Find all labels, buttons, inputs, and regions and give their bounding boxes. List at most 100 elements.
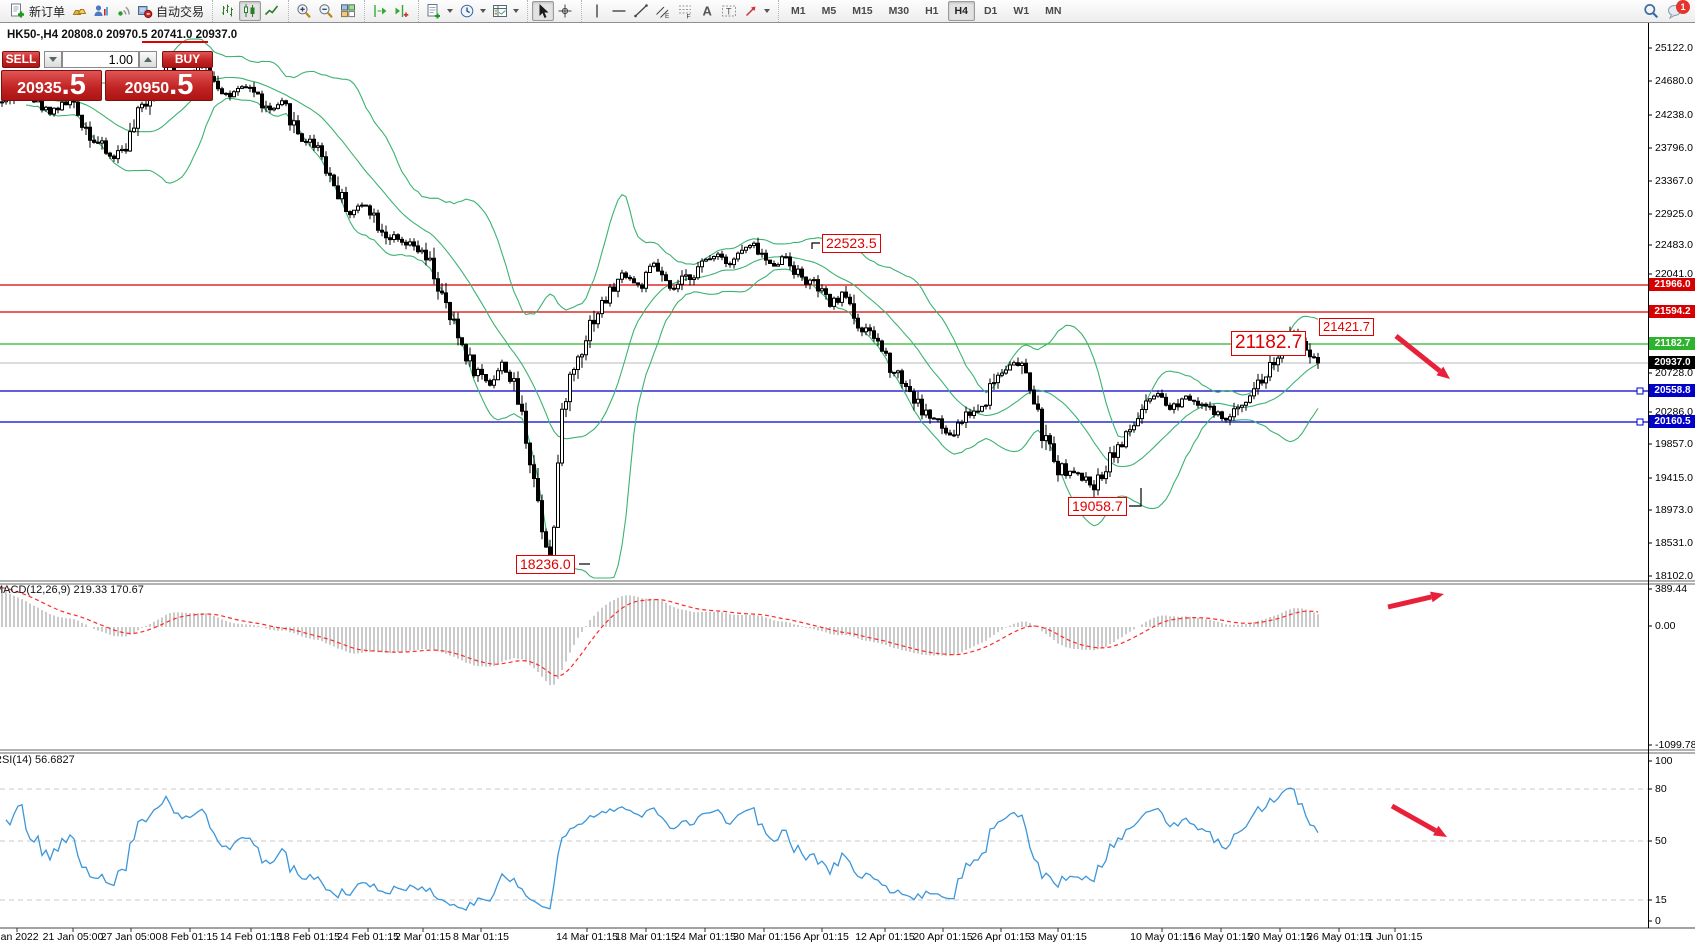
sell-button[interactable]: SELL: [2, 51, 40, 68]
auto-trading-button[interactable]: 自动交易: [134, 1, 207, 21]
timeframe-group: M1 M5 M15 M30 H1 H4 D1 W1 MN: [778, 0, 1073, 22]
zoom-in-icon: [297, 4, 311, 18]
search-icon: [1644, 4, 1659, 19]
trend-arrow: [1387, 591, 1444, 610]
toolbar-group: [418, 0, 526, 22]
toolbar-group: [288, 0, 363, 22]
timeframe-m30[interactable]: M30: [888, 5, 910, 17]
trendline-button[interactable]: [630, 1, 652, 21]
toolbar-right: 1: [1643, 0, 1693, 19]
vline-button[interactable]: [586, 1, 608, 21]
chevron-down-icon[interactable]: [764, 9, 771, 13]
volume-increase-button[interactable]: [139, 51, 157, 68]
trend-arrow: [1394, 334, 1450, 379]
crosshair-icon: [558, 4, 572, 18]
timeframe-m5[interactable]: M5: [821, 5, 837, 17]
new-chart-button[interactable]: [423, 1, 456, 21]
cursor-icon: [539, 4, 549, 18]
new-chart-icon: [427, 4, 441, 19]
hline-button[interactable]: [608, 1, 630, 21]
text-label-button[interactable]: T: [718, 1, 740, 21]
market-watch-button[interactable]: [90, 1, 112, 21]
fibonacci-button[interactable]: F: [674, 1, 696, 21]
volume-decrease-button[interactable]: [44, 51, 62, 68]
toolbar: 新订单 自动交易 E F A T M1 M5 M15 M30 H1 H4 D1 W1 MN 1: [0, 0, 1695, 23]
text-icon: A: [703, 4, 713, 19]
toolbar-group: [364, 0, 417, 22]
chevron-down-icon[interactable]: [447, 9, 454, 13]
triangle-up-icon: [144, 57, 152, 62]
hline-icon: [612, 10, 626, 12]
arrows-button[interactable]: [740, 1, 773, 21]
zoom-in-button[interactable]: [293, 1, 315, 21]
notification-badge: 1: [1676, 0, 1690, 14]
tile-windows-icon: [341, 4, 356, 18]
timeframe-h4[interactable]: H4: [947, 1, 975, 21]
template-icon: [493, 5, 508, 17]
toolbar-group: [527, 0, 580, 22]
toolbar-button-label: 新订单: [29, 4, 66, 19]
toolbar-group: [212, 0, 287, 22]
auto-trading-icon: [138, 6, 153, 19]
candlestick-button[interactable]: [239, 1, 262, 21]
chevron-down-icon[interactable]: [513, 9, 520, 13]
bar-chart-button[interactable]: [217, 1, 239, 21]
triangle-down-icon: [49, 57, 57, 62]
timeframe-m1[interactable]: M1: [791, 5, 806, 17]
timeframe-d1[interactable]: D1: [983, 5, 998, 17]
sell-price-pip: .5: [61, 69, 86, 101]
gold-button[interactable]: [68, 1, 90, 21]
market-watch-icon: [94, 5, 108, 16]
tile-windows-button[interactable]: [337, 1, 359, 21]
sell-price-display[interactable]: 20935 .5: [1, 70, 102, 101]
fibonacci-icon: F: [679, 5, 692, 19]
timeframe-w1[interactable]: W1: [1013, 5, 1030, 17]
zoom-out-icon: [319, 4, 333, 18]
timeframe-m15[interactable]: M15: [852, 5, 873, 17]
auto-scroll-icon: [395, 5, 409, 17]
chart-shift-icon: [374, 5, 387, 17]
period-button[interactable]: [456, 1, 489, 21]
signals-button[interactable]: [112, 1, 134, 21]
buy-button[interactable]: BUY: [162, 51, 213, 68]
timeframe-h1[interactable]: H1: [925, 5, 939, 17]
text-label-icon: T: [722, 5, 737, 17]
trendline-icon: [634, 4, 648, 18]
panel-accent-line: [142, 41, 208, 43]
arrows-icon: [746, 6, 756, 17]
cursor-button[interactable]: [532, 1, 555, 21]
buy-price-pip: .5: [169, 69, 194, 101]
line-chart-button[interactable]: [261, 1, 283, 21]
period-icon: [460, 4, 474, 18]
svg-text:A: A: [703, 4, 713, 19]
template-button[interactable]: [489, 1, 522, 21]
level-drag-handle[interactable]: [1636, 418, 1644, 426]
toolbar-group: 新订单 自动交易: [3, 0, 211, 22]
svg-text:T: T: [726, 7, 732, 17]
chart-shift-button[interactable]: [369, 1, 391, 21]
buy-price-display[interactable]: 20950 .5: [105, 70, 213, 101]
auto-scroll-button[interactable]: [391, 1, 413, 21]
channel-button[interactable]: E: [652, 1, 674, 21]
chat-button[interactable]: 1: [1667, 0, 1690, 19]
svg-text:E: E: [665, 13, 670, 19]
search-button[interactable]: [1643, 3, 1659, 19]
vline-icon: [596, 4, 598, 18]
zoom-out-button[interactable]: [315, 1, 337, 21]
text-button[interactable]: A: [696, 1, 718, 21]
new-order-button[interactable]: 新订单: [7, 1, 68, 21]
line-chart-icon: [264, 5, 279, 16]
trend-arrow: [1390, 803, 1447, 837]
channel-icon: E: [656, 6, 670, 19]
gold-icon: [72, 9, 87, 15]
crosshair-button[interactable]: [554, 1, 576, 21]
chevron-down-icon[interactable]: [480, 9, 487, 13]
timeframe-mn[interactable]: MN: [1045, 5, 1062, 17]
buy-price-main: 20950: [124, 80, 170, 97]
volume-input[interactable]: 1.00: [62, 51, 139, 68]
signals-icon: [118, 6, 130, 16]
level-drag-handle[interactable]: [1636, 387, 1644, 395]
